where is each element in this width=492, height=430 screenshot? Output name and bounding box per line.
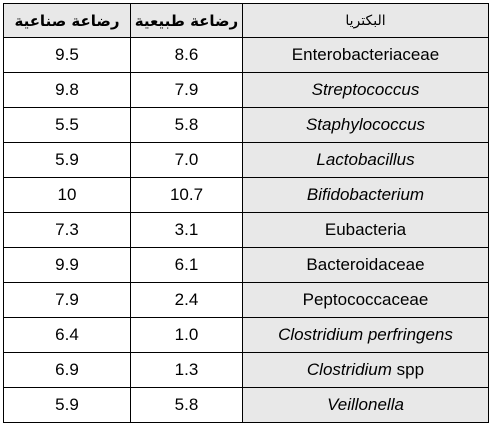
bacteria-name: Bifidobacterium — [306, 185, 425, 204]
bacteria-name: Eubacteria — [324, 220, 407, 239]
cell-breast-value: 1.0 — [130, 317, 243, 353]
cell-breast-value: 10.7 — [130, 177, 243, 213]
table-row: 5.5 5.8 Staphylococcus — [3, 107, 489, 143]
bacteria-name: Lactobacillus — [316, 150, 415, 169]
bacteria-name-suffix: spp — [391, 360, 425, 379]
cell-bacteria-name: Bacteroidaceae — [242, 247, 489, 283]
bacteria-name: Streptococcus — [311, 80, 420, 99]
cell-formula-value: 7.9 — [3, 282, 131, 318]
cell-breast-value: 3.1 — [130, 212, 243, 248]
header-breast-feeding: رضاعة طبيعية — [130, 3, 243, 38]
cell-formula-value: 7.3 — [3, 212, 131, 248]
table-row: 7.9 2.4 Peptococcaceae — [3, 282, 489, 318]
cell-breast-value: 8.6 — [130, 37, 243, 73]
header-bacteria: البكتريا — [242, 3, 489, 38]
cell-bacteria-name: Eubacteria — [242, 212, 489, 248]
bacteria-name: Enterobacteriaceae — [291, 45, 440, 64]
cell-formula-value: 9.9 — [3, 247, 131, 283]
bacteria-name: Clostridium perfringens — [278, 325, 453, 344]
cell-bacteria-name: Peptococcaceae — [242, 282, 489, 318]
bacteria-name: Veillonella — [327, 395, 404, 414]
cell-bacteria-name: Lactobacillus — [242, 142, 489, 178]
cell-breast-value: 2.4 — [130, 282, 243, 318]
cell-breast-value: 5.8 — [130, 387, 243, 423]
table-row: 5.9 7.0 Lactobacillus — [3, 142, 489, 178]
table-row: 9.9 6.1 Bacteroidaceae — [3, 247, 489, 283]
cell-bacteria-name: Staphylococcus — [242, 107, 489, 143]
bacteria-name: Peptococcaceae — [302, 290, 429, 309]
table-row: 6.9 1.3 Clostridium spp — [3, 352, 489, 388]
header-formula-feeding: رضاعة صناعية — [3, 3, 131, 38]
bacteria-name: Clostridium — [306, 360, 392, 379]
cell-breast-value: 6.1 — [130, 247, 243, 283]
table-row: 10 10.7 Bifidobacterium — [3, 177, 489, 213]
bacteria-name: Bacteroidaceae — [306, 255, 425, 274]
cell-bacteria-name: Bifidobacterium — [242, 177, 489, 213]
table-row: 5.9 5.8 Veillonella — [3, 387, 489, 423]
cell-formula-value: 6.9 — [3, 352, 131, 388]
cell-breast-value: 7.0 — [130, 142, 243, 178]
cell-bacteria-name: Enterobacteriaceae — [242, 37, 489, 73]
cell-formula-value: 6.4 — [3, 317, 131, 353]
table-body: 9.5 8.6 Enterobacteriaceae 9.8 7.9 Streptococ… — [3, 37, 489, 423]
cell-bacteria-name: Clostridium spp — [242, 352, 489, 388]
table-row: 7.3 3.1 Eubacteria — [3, 212, 489, 248]
cell-formula-value: 9.5 — [3, 37, 131, 73]
cell-formula-value: 9.8 — [3, 72, 131, 108]
bacteria-comparison-table: رضاعة صناعية رضاعة طبيعية البكتريا 9.5 8.… — [3, 3, 489, 423]
cell-formula-value: 10 — [3, 177, 131, 213]
table-row: 6.4 1.0 Clostridium perfringens — [3, 317, 489, 353]
cell-breast-value: 5.8 — [130, 107, 243, 143]
cell-bacteria-name: Streptococcus — [242, 72, 489, 108]
header-row: رضاعة صناعية رضاعة طبيعية البكتريا — [3, 3, 489, 38]
cell-bacteria-name: Veillonella — [242, 387, 489, 423]
cell-formula-value: 5.9 — [3, 387, 131, 423]
bacteria-name: Staphylococcus — [305, 115, 426, 134]
table-row: 9.5 8.6 Enterobacteriaceae — [3, 37, 489, 73]
cell-formula-value: 5.5 — [3, 107, 131, 143]
cell-bacteria-name: Clostridium perfringens — [242, 317, 489, 353]
table-row: 9.8 7.9 Streptococcus — [3, 72, 489, 108]
cell-breast-value: 7.9 — [130, 72, 243, 108]
cell-formula-value: 5.9 — [3, 142, 131, 178]
cell-breast-value: 1.3 — [130, 352, 243, 388]
